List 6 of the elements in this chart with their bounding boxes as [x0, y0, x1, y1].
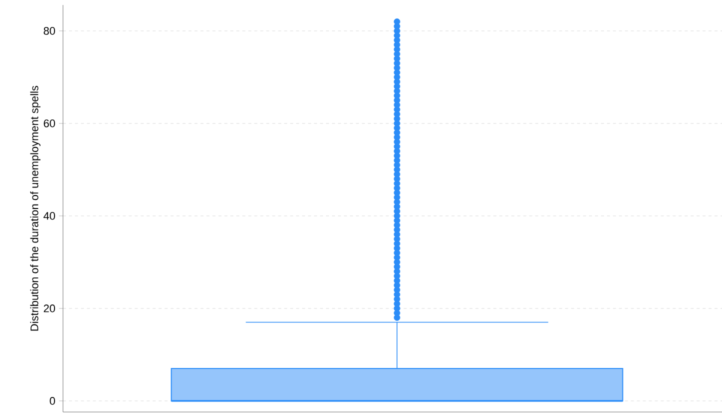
y-tick-label: 60: [44, 120, 56, 128]
y-tick-label: 20: [44, 304, 56, 312]
y-tick-label: 0: [50, 397, 56, 405]
y-axis-title: Distribution of the duration of unemployment spells: [30, 86, 40, 331]
y-tick-label: 40: [44, 212, 56, 220]
y-tick-label: 80: [44, 27, 56, 35]
